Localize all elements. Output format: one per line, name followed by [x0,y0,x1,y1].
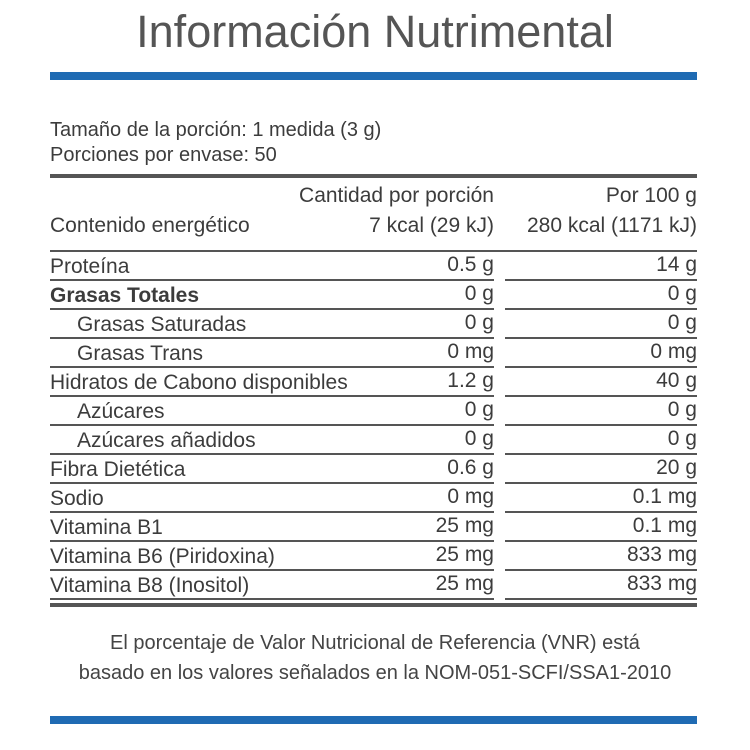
per-serving-value: 0 g [464,282,494,305]
nutrient-name: Proteína [50,255,130,278]
per-100g-value: 0 g [667,398,697,421]
table-row: 25 mg 833 mg Vitamina B8 (Inositol) [50,571,697,600]
serving-size: Tamaño de la porción: 1 medida (3 g) [50,119,382,141]
per-100g-cell: 833 mg [505,540,697,571]
per-serving-value: 25 mg [435,572,494,595]
servings-per-container: Porciones por envase: 50 [50,144,277,166]
nutrient-name: Grasas Saturadas [77,313,247,336]
per-serving-value: 1.2 g [447,369,494,392]
per-100g-value: 0 g [667,282,697,305]
per-100g-cell: 20 g [505,453,697,484]
table-bottom-rule [50,603,697,607]
per-100g-cell: 0.1 mg [505,482,697,513]
reference-note-line-2: basado en los valores señalados en la NO… [78,662,672,684]
per-100g-cell: 0 g [505,395,697,426]
per-serving-value: 0 g [464,427,494,450]
per-100g-value: 833 mg [626,543,697,566]
column-header-per-serving: Cantidad por porción [299,184,494,207]
nutrient-name: Hidratos de Cabono disponibles [50,371,348,394]
nutrient-name: Vitamina B6 (Piridoxina) [50,545,275,568]
per-100g-value: 0 mg [650,340,697,363]
per-serving-value: 25 mg [435,543,494,566]
table-row: 0 g 0 g Grasas Totales [50,281,697,310]
per-serving-cell: 1.2 g [50,366,494,397]
per-100g-value: 833 mg [626,572,697,595]
column-header-per-100g: Por 100 g [605,184,697,207]
per-100g-cell: 0 g [505,308,697,339]
nutrient-name: Fibra Dietética [50,458,186,481]
per-100g-value: 0 g [667,427,697,450]
per-serving-value: 0 g [464,311,494,334]
table-row: 0.6 g 20 g Fibra Dietética [50,455,697,484]
per-100g-cell: 14 g [505,250,697,281]
energy-per-serving: 7 kcal (29 kJ) [369,214,494,237]
nutrient-name: Vitamina B8 (Inositol) [50,574,250,597]
per-100g-value: 0.1 mg [632,514,697,537]
table-row: 25 mg 0.1 mg Vitamina B1 [50,513,697,542]
per-serving-cell: 0.6 g [50,453,494,484]
per-serving-value: 0.5 g [447,253,494,276]
table-row: 0 g 0 g Azúcares añadidos [50,426,697,455]
per-serving-cell: 25 mg [50,511,494,542]
per-100g-value: 40 g [656,369,697,392]
table-row: 0 mg 0.1 mg Sodio [50,484,697,513]
per-serving-value: 0 g [464,398,494,421]
energy-block: Cantidad por porción Por 100 g Contenido… [50,184,697,246]
table-row: 0 mg 0 mg Grasas Trans [50,339,697,368]
nutrient-name: Azúcares añadidos [77,429,256,452]
energy-per-100g: 280 kcal (1171 kJ) [526,214,697,237]
per-serving-cell: 0 mg [50,482,494,513]
per-serving-cell: 25 mg [50,540,494,571]
per-100g-cell: 0 mg [505,337,697,368]
page-title: Información Nutrimental [136,6,614,57]
per-serving-value: 25 mg [435,514,494,537]
table-row: 1.2 g 40 g Hidratos de Cabono disponibles [50,368,697,397]
header-rule [50,174,697,178]
per-100g-cell: 0.1 mg [505,511,697,542]
per-100g-value: 0 g [667,311,697,334]
per-100g-cell: 833 mg [505,569,697,600]
table-row: 25 mg 833 mg Vitamina B6 (Piridoxina) [50,542,697,571]
per-100g-cell: 0 g [505,279,697,310]
per-serving-value: 0 mg [447,485,494,508]
per-100g-value: 14 g [656,253,697,276]
per-serving-cell: 0.5 g [50,250,494,281]
per-100g-cell: 40 g [505,366,697,397]
reference-note-line-1: El porcentaje de Valor Nutricional de Re… [110,632,640,654]
energy-rule [50,250,697,252]
per-serving-cell: 0 g [50,395,494,426]
per-serving-value: 0 mg [447,340,494,363]
per-serving-cell: 0 g [50,279,494,310]
reference-note: El porcentaje de Valor Nutricional de Re… [0,628,750,688]
per-100g-value: 20 g [656,456,697,479]
bottom-blue-rule [50,716,697,724]
per-serving-value: 0.6 g [447,456,494,479]
nutrient-name: Azúcares [77,400,165,423]
nutrient-name: Grasas Trans [77,342,204,365]
per-serving-cell: 25 mg [50,569,494,600]
nutrient-name: Sodio [50,487,104,510]
per-serving-cell: 0 g [50,424,494,455]
per-100g-value: 0.1 mg [632,485,697,508]
energy-label: Contenido energético [50,214,250,237]
nutrient-name: Grasas Totales [50,284,200,307]
top-blue-rule [50,72,697,80]
table-row: 0 g 0 g Azúcares [50,397,697,426]
nutrient-name: Vitamina B1 [50,516,163,539]
per-serving-cell: 0 mg [50,337,494,368]
serving-info: Tamaño de la porción: 1 medida (3 g) Por… [50,118,381,168]
per-serving-cell: 0 g [50,308,494,339]
table-row: 0 g 0 g Grasas Saturadas [50,310,697,339]
table-row: 0.5 g 14 g Proteína [50,252,697,281]
per-100g-cell: 0 g [505,424,697,455]
